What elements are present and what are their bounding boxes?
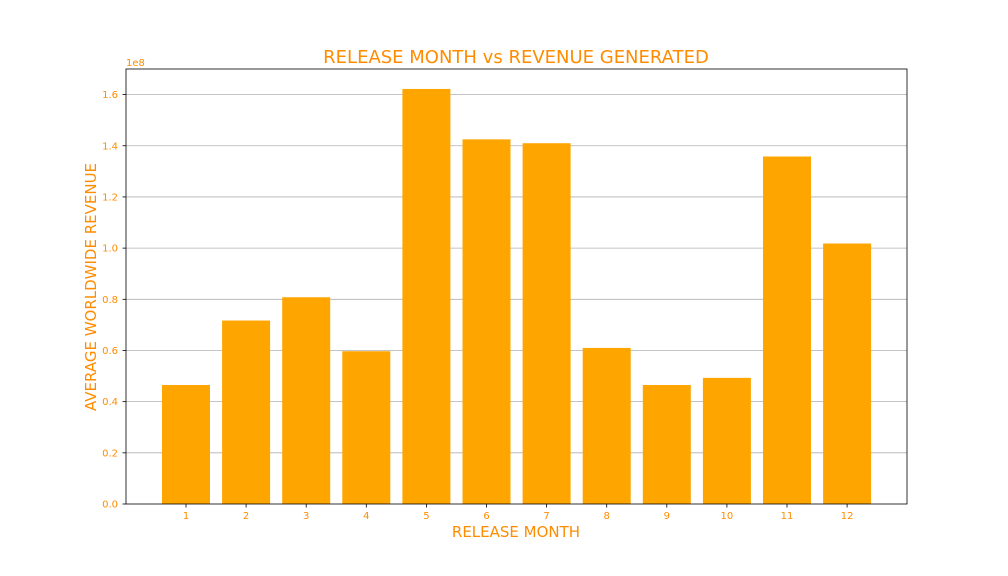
bar-month-6 xyxy=(462,139,511,504)
y-tick-label: 1.0 xyxy=(102,244,118,255)
y-axis-label: AVERAGE WORLDWIDE REVENUE xyxy=(82,163,100,411)
bars xyxy=(162,88,872,505)
y-tick-label: 0.4 xyxy=(102,397,118,408)
y-tick-label: 1.2 xyxy=(102,192,118,203)
y-tick-label: 0.2 xyxy=(102,448,118,459)
y-tick-label: 0.8 xyxy=(102,295,118,306)
x-tick-label: 7 xyxy=(543,511,549,522)
y-tick-label: 1.4 xyxy=(102,141,118,152)
bar-month-7 xyxy=(522,143,571,505)
x-tick-label: 11 xyxy=(781,511,794,522)
x-tick-label: 9 xyxy=(664,511,670,522)
y-tick-label: 0.6 xyxy=(102,346,118,357)
chart-title: RELEASE MONTH vs REVENUE GENERATED xyxy=(323,47,709,68)
x-tick-label: 12 xyxy=(841,511,854,522)
y-tick-label: 0.0 xyxy=(102,500,118,511)
x-tick-label: 2 xyxy=(243,511,249,522)
bar-month-12 xyxy=(823,243,872,504)
x-tick-label: 5 xyxy=(423,511,429,522)
plot-frame xyxy=(125,68,908,505)
x-tick-label: 8 xyxy=(604,511,610,522)
bar-month-3 xyxy=(282,297,331,504)
x-tick-label: 10 xyxy=(721,511,734,522)
bar-month-4 xyxy=(342,351,391,504)
x-tick-label: 1 xyxy=(183,511,189,522)
bar-month-9 xyxy=(642,385,691,504)
y-tick-label: 1.6 xyxy=(102,90,118,101)
bar-month-2 xyxy=(222,320,271,504)
x-axis-label: RELEASE MONTH xyxy=(452,523,580,541)
bar-month-5 xyxy=(402,88,451,504)
bar-month-8 xyxy=(582,347,631,504)
bar-month-11 xyxy=(763,156,811,504)
x-tick-label: 4 xyxy=(363,511,369,522)
x-tick-label: 6 xyxy=(483,511,489,522)
bar-month-1 xyxy=(162,385,210,504)
y-axis-ticks: 0.0 0.2 0.4 0.6 0.8 1.0 1.2 1.4 1.6 xyxy=(102,90,126,511)
x-tick-label: 3 xyxy=(303,511,309,522)
x-axis-ticks: 1 2 3 4 5 6 7 8 9 10 11 12 xyxy=(183,504,854,522)
bar-month-10 xyxy=(702,377,751,504)
y-offset-label: 1e8 xyxy=(126,58,145,69)
